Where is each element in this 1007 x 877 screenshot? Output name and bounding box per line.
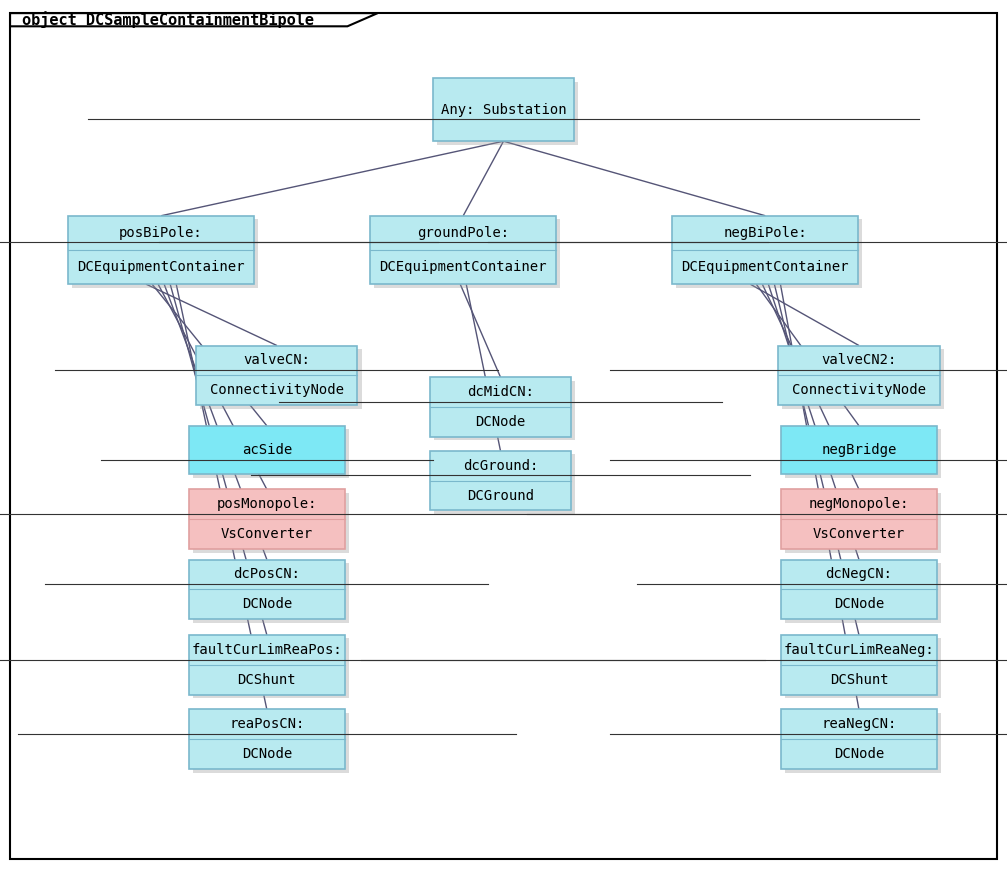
- Text: negMonopole:: negMonopole:: [809, 497, 909, 511]
- Text: object DCSampleContainmentBipole: object DCSampleContainmentBipole: [22, 11, 314, 28]
- FancyBboxPatch shape: [189, 635, 344, 695]
- Text: negBridge: negBridge: [822, 443, 896, 457]
- FancyBboxPatch shape: [430, 377, 571, 437]
- FancyBboxPatch shape: [778, 346, 940, 405]
- Text: DCShunt: DCShunt: [830, 673, 888, 687]
- Text: dcNegCN:: dcNegCN:: [826, 567, 892, 581]
- Text: ConnectivityNode: ConnectivityNode: [209, 383, 344, 397]
- Text: DCEquipmentContainer: DCEquipmentContainer: [682, 260, 849, 274]
- Text: DCNode: DCNode: [834, 597, 884, 611]
- Text: reaNegCN:: reaNegCN:: [822, 717, 896, 731]
- Text: reaPosCN:: reaPosCN:: [230, 717, 304, 731]
- Text: dcMidCN:: dcMidCN:: [467, 385, 534, 399]
- FancyBboxPatch shape: [785, 638, 941, 698]
- FancyBboxPatch shape: [781, 489, 937, 549]
- Polygon shape: [10, 13, 378, 26]
- FancyBboxPatch shape: [189, 560, 344, 619]
- FancyBboxPatch shape: [781, 635, 937, 695]
- Text: DCNode: DCNode: [475, 415, 526, 429]
- FancyBboxPatch shape: [192, 713, 349, 773]
- Text: DCEquipmentContainer: DCEquipmentContainer: [380, 260, 547, 274]
- FancyBboxPatch shape: [10, 13, 997, 859]
- FancyBboxPatch shape: [189, 489, 344, 549]
- FancyBboxPatch shape: [781, 426, 937, 474]
- FancyBboxPatch shape: [781, 560, 937, 619]
- FancyBboxPatch shape: [785, 493, 941, 553]
- Text: DCNode: DCNode: [834, 747, 884, 761]
- FancyBboxPatch shape: [673, 216, 858, 284]
- FancyBboxPatch shape: [782, 349, 944, 409]
- FancyBboxPatch shape: [68, 216, 254, 284]
- Text: VsConverter: VsConverter: [813, 527, 905, 541]
- Text: Any: Substation: Any: Substation: [441, 103, 566, 117]
- Text: faultCurLimReaNeg:: faultCurLimReaNeg:: [783, 643, 934, 657]
- Text: VsConverter: VsConverter: [221, 527, 313, 541]
- Text: dcPosCN:: dcPosCN:: [234, 567, 300, 581]
- FancyBboxPatch shape: [785, 563, 941, 623]
- FancyBboxPatch shape: [434, 381, 575, 440]
- FancyBboxPatch shape: [785, 430, 941, 477]
- Text: posBiPole:: posBiPole:: [119, 226, 203, 239]
- FancyBboxPatch shape: [189, 709, 344, 769]
- FancyBboxPatch shape: [433, 78, 574, 141]
- FancyBboxPatch shape: [434, 454, 575, 514]
- Text: acSide: acSide: [242, 443, 292, 457]
- FancyBboxPatch shape: [785, 713, 941, 773]
- Text: groundPole:: groundPole:: [417, 226, 510, 239]
- Text: valveCN2:: valveCN2:: [822, 353, 896, 367]
- FancyBboxPatch shape: [375, 219, 560, 288]
- FancyBboxPatch shape: [437, 82, 578, 145]
- Text: DCShunt: DCShunt: [238, 673, 296, 687]
- FancyBboxPatch shape: [192, 493, 349, 553]
- FancyBboxPatch shape: [189, 426, 344, 474]
- Text: DCNode: DCNode: [242, 597, 292, 611]
- FancyBboxPatch shape: [192, 563, 349, 623]
- FancyBboxPatch shape: [192, 430, 349, 477]
- FancyBboxPatch shape: [200, 349, 362, 409]
- FancyBboxPatch shape: [677, 219, 862, 288]
- FancyBboxPatch shape: [781, 709, 937, 769]
- FancyBboxPatch shape: [430, 451, 571, 510]
- Text: valveCN:: valveCN:: [244, 353, 310, 367]
- FancyBboxPatch shape: [196, 346, 357, 405]
- Text: DCGround: DCGround: [467, 488, 534, 503]
- Text: DCNode: DCNode: [242, 747, 292, 761]
- Text: dcGround:: dcGround:: [463, 459, 538, 473]
- Text: DCEquipmentContainer: DCEquipmentContainer: [78, 260, 245, 274]
- Text: negBiPole:: negBiPole:: [723, 226, 808, 239]
- FancyBboxPatch shape: [371, 216, 556, 284]
- Text: posMonopole:: posMonopole:: [217, 497, 317, 511]
- FancyBboxPatch shape: [73, 219, 258, 288]
- Text: faultCurLimReaPos:: faultCurLimReaPos:: [191, 643, 342, 657]
- FancyBboxPatch shape: [192, 638, 349, 698]
- Text: ConnectivityNode: ConnectivityNode: [792, 383, 926, 397]
